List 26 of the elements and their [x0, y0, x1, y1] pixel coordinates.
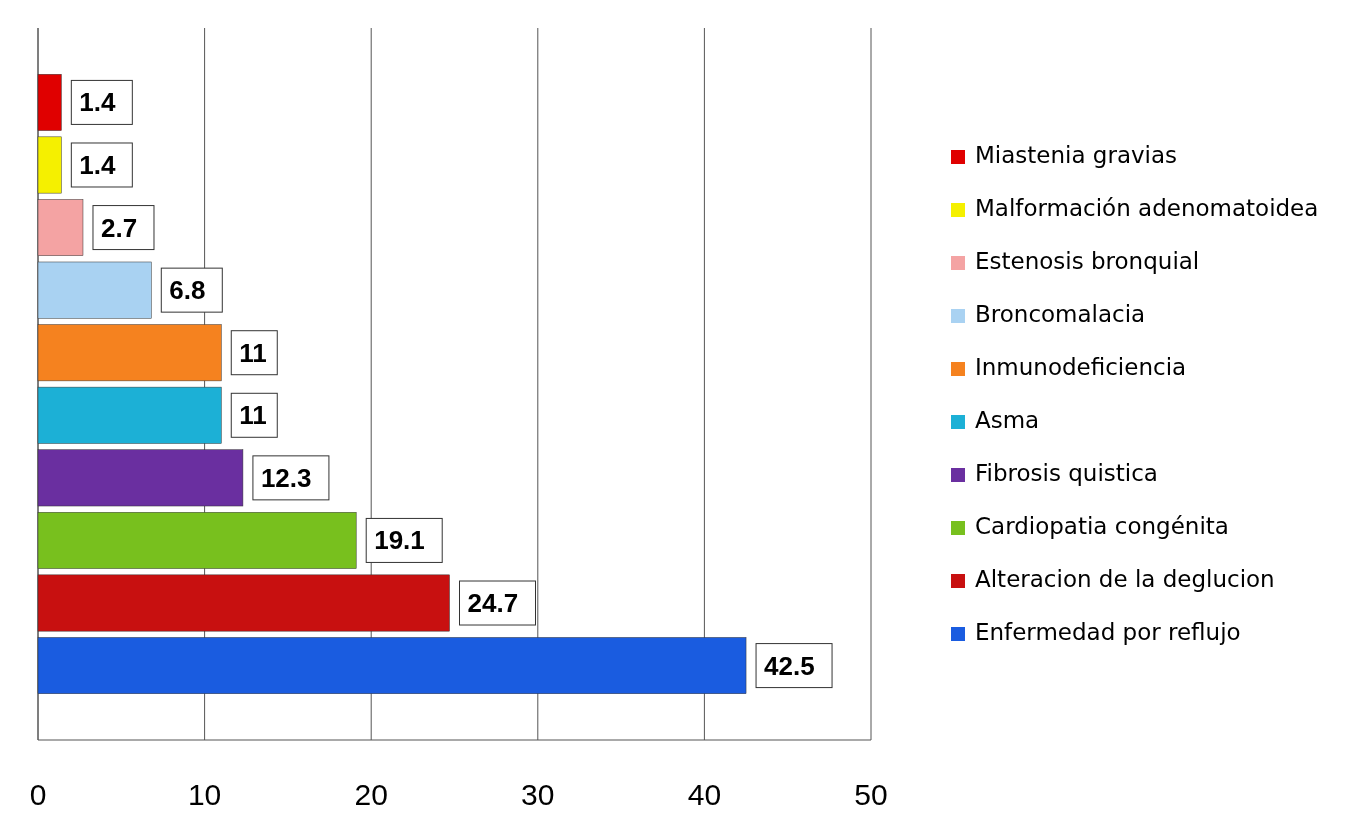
- data-label: 12.3: [260, 462, 312, 493]
- legend-label: Enfermedad por reflujo: [975, 619, 1241, 645]
- data-label: 19.1: [374, 525, 425, 556]
- data-label: 6.8: [169, 275, 206, 306]
- x-tick-label: 30: [521, 778, 555, 811]
- legend-label: Alteracion de la deglucion: [975, 566, 1275, 592]
- legend-label: Fibrosis quistica: [975, 460, 1158, 486]
- legend-label: Malformación adenomatoidea: [975, 195, 1319, 221]
- data-label: 1.4: [79, 149, 117, 180]
- legend-label: Inmunodeficiencia: [975, 354, 1187, 380]
- x-tick-label: 40: [687, 778, 722, 811]
- legend-label: Broncomalacia: [975, 301, 1146, 327]
- x-tick-label: 10: [187, 778, 222, 811]
- data-label: 1.4: [79, 87, 117, 118]
- data-label: 24.7: [467, 588, 519, 619]
- legend-label: Asma: [975, 407, 1040, 433]
- data-label: 11: [239, 400, 267, 431]
- legend-label: Cardiopatia congénita: [975, 513, 1229, 539]
- data-label: 2.7: [100, 212, 138, 243]
- data-label: 11: [239, 337, 267, 368]
- data-label: 42.5: [764, 650, 815, 681]
- x-tick-label: 50: [854, 778, 888, 811]
- legend-label: Miastenia gravias: [975, 142, 1178, 168]
- legend-label: Estenosis bronquial: [975, 248, 1200, 274]
- x-tick-label: 20: [354, 778, 388, 811]
- x-tick-label: 0: [29, 778, 47, 811]
